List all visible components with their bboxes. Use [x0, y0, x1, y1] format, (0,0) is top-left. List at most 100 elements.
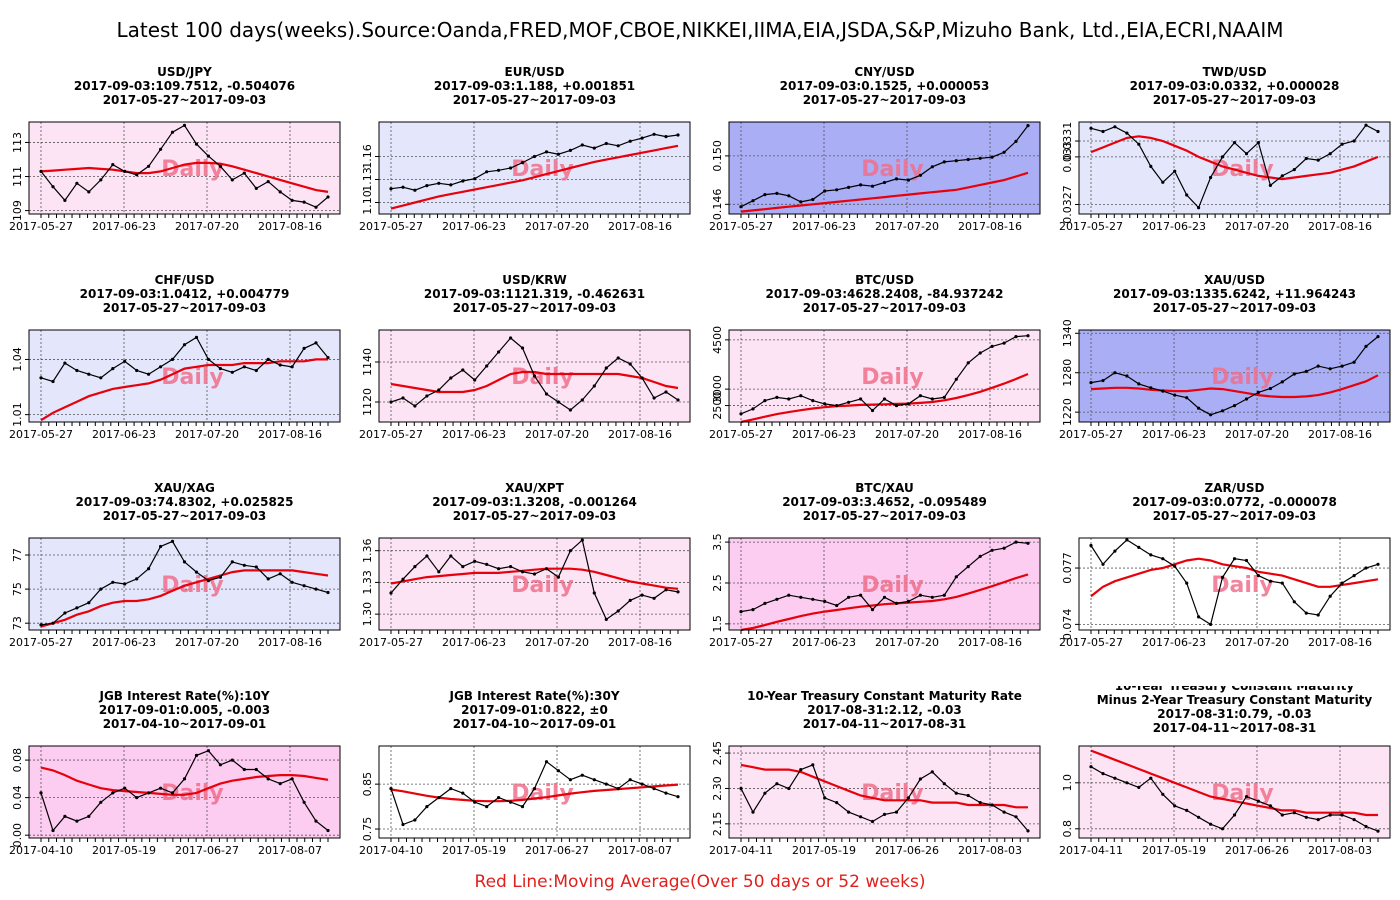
- chart-date-range: 2017-04-10~2017-09-01: [453, 717, 617, 731]
- chart-latest-value: 2017-09-03:0.1525, +0.000053: [780, 79, 990, 93]
- y-tick-label: 0.8: [1061, 820, 1074, 838]
- price-point: [990, 344, 994, 348]
- plot-frame: [728, 745, 1041, 839]
- price-point: [266, 357, 270, 361]
- price-point: [520, 161, 525, 165]
- price-point: [314, 819, 318, 823]
- x-tick-label: 2017-06-27: [175, 844, 239, 857]
- grid-lines: [729, 746, 1040, 838]
- price-point: [147, 372, 151, 376]
- plot-frame: [1078, 537, 1391, 631]
- chart-date-range: 2017-05-27~2017-09-03: [803, 509, 967, 523]
- price-point: [870, 184, 875, 188]
- price-point: [230, 178, 234, 182]
- price-point: [847, 185, 851, 189]
- price-point: [1292, 168, 1296, 172]
- chart-title: 10-Year Treasury Constant Maturity Rate: [747, 689, 1022, 703]
- chart-latest-value: 2017-09-03:0.0332, +0.000028: [1130, 79, 1340, 93]
- price-point: [1256, 799, 1260, 803]
- price-point: [775, 191, 779, 195]
- x-tick-label: 2017-07-20: [175, 428, 239, 441]
- moving-average-line: [1090, 135, 1379, 181]
- price-point: [1328, 367, 1332, 371]
- chart-date-range: 2017-04-10~2017-09-01: [103, 717, 267, 731]
- plot-frame: [378, 329, 691, 423]
- x-axis: [390, 630, 679, 634]
- price-point: [739, 205, 743, 209]
- price-point: [87, 814, 91, 818]
- price-point: [739, 786, 743, 791]
- chart-title: USD/KRW: [502, 273, 567, 287]
- price-point: [194, 753, 199, 757]
- price-point: [1352, 139, 1356, 143]
- price-point: [401, 822, 405, 827]
- price-point: [835, 404, 839, 408]
- x-tick-label: 2017-05-19: [442, 844, 506, 857]
- price-point: [159, 147, 163, 151]
- price-point: [847, 595, 851, 599]
- price-point: [1340, 142, 1344, 146]
- x-tick-label: 2017-05-27: [9, 636, 73, 649]
- x-tick-label: 2017-08-16: [958, 220, 1022, 233]
- price-point: [556, 769, 560, 773]
- price-point: [1026, 124, 1030, 128]
- y-tick-label: 0.75: [361, 817, 374, 842]
- x-axis: [390, 838, 679, 842]
- price-point: [739, 610, 743, 614]
- moving-average-line: [740, 171, 1029, 213]
- price-point: [1268, 579, 1272, 583]
- price-point: [135, 368, 139, 373]
- price-point: [1328, 152, 1332, 156]
- chart-svg: 10-Year Treasury Constant MaturityMinus …: [1059, 686, 1391, 857]
- x-tick-label: 2017-05-27: [9, 220, 73, 233]
- price-point: [170, 791, 175, 795]
- x-tick-label: 2017-05-27: [359, 220, 423, 233]
- price-point: [87, 372, 91, 376]
- plot-frame: [378, 121, 691, 215]
- price-point: [1161, 180, 1165, 184]
- price-point: [1209, 413, 1213, 417]
- price-point: [449, 183, 453, 187]
- grid-lines: [1079, 538, 1390, 630]
- price-point: [206, 579, 210, 583]
- price-point: [473, 177, 477, 181]
- price-point: [604, 782, 608, 786]
- price-point: [99, 587, 103, 591]
- price-point: [568, 408, 572, 412]
- price-point: [628, 598, 632, 602]
- x-tick-label: 2017-05-27: [1059, 636, 1123, 649]
- x-tick-label: 2017-06-23: [792, 636, 856, 649]
- price-point: [1364, 824, 1368, 829]
- price-point: [218, 575, 222, 579]
- y-tick-label: 77: [11, 548, 24, 562]
- y-tick-label: 1220: [1061, 398, 1074, 426]
- price-point: [568, 148, 572, 152]
- price-point: [664, 135, 668, 139]
- price-point: [413, 565, 417, 569]
- price-point: [604, 366, 608, 370]
- x-tick-label: 2017-06-23: [1142, 636, 1206, 649]
- price-point: [763, 601, 767, 605]
- price-point: [1364, 566, 1368, 570]
- x-tick-label: 2017-05-19: [92, 844, 156, 857]
- price-point: [1002, 341, 1006, 345]
- price-point: [739, 412, 743, 416]
- price-point: [1014, 815, 1018, 819]
- x-tick-label: 2017-05-19: [792, 844, 856, 857]
- price-point: [509, 565, 513, 569]
- chart-title: USD/JPY: [157, 65, 212, 79]
- chart-title: ZAR/USD: [1205, 481, 1265, 495]
- price-point: [182, 560, 187, 564]
- price-point: [544, 392, 549, 396]
- price-point: [532, 572, 537, 576]
- price-point: [664, 791, 668, 795]
- price-point: [568, 778, 572, 782]
- y-tick-label: 2.15: [711, 812, 724, 837]
- price-point: [1304, 611, 1308, 615]
- price-point: [254, 565, 258, 569]
- price-point: [1244, 152, 1249, 156]
- price-point: [520, 346, 525, 350]
- price-point: [1244, 795, 1249, 799]
